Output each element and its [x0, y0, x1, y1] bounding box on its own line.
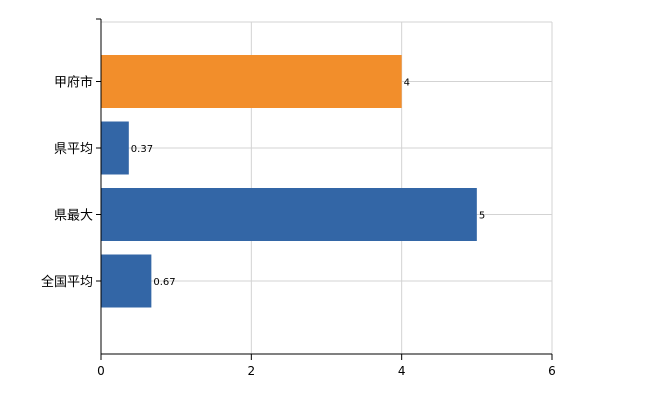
category-label: 県最大 [54, 209, 93, 224]
bar [101, 188, 477, 241]
data-label: 0.37 [131, 144, 153, 155]
data-label: 5 [479, 211, 485, 222]
bar [101, 121, 129, 175]
bar [101, 55, 402, 108]
x-tick-label: 0 [97, 364, 105, 378]
category-label: 全国平均 [41, 274, 93, 290]
data-label: 4 [404, 78, 410, 89]
category-label: 甲府市 [54, 75, 93, 91]
x-tick-label: 4 [398, 364, 406, 378]
category-label: 県平均 [54, 142, 93, 157]
bar [101, 254, 152, 308]
x-tick-label: 6 [548, 364, 556, 378]
x-tick-label: 2 [248, 364, 256, 378]
data-label: 0.67 [153, 277, 175, 288]
